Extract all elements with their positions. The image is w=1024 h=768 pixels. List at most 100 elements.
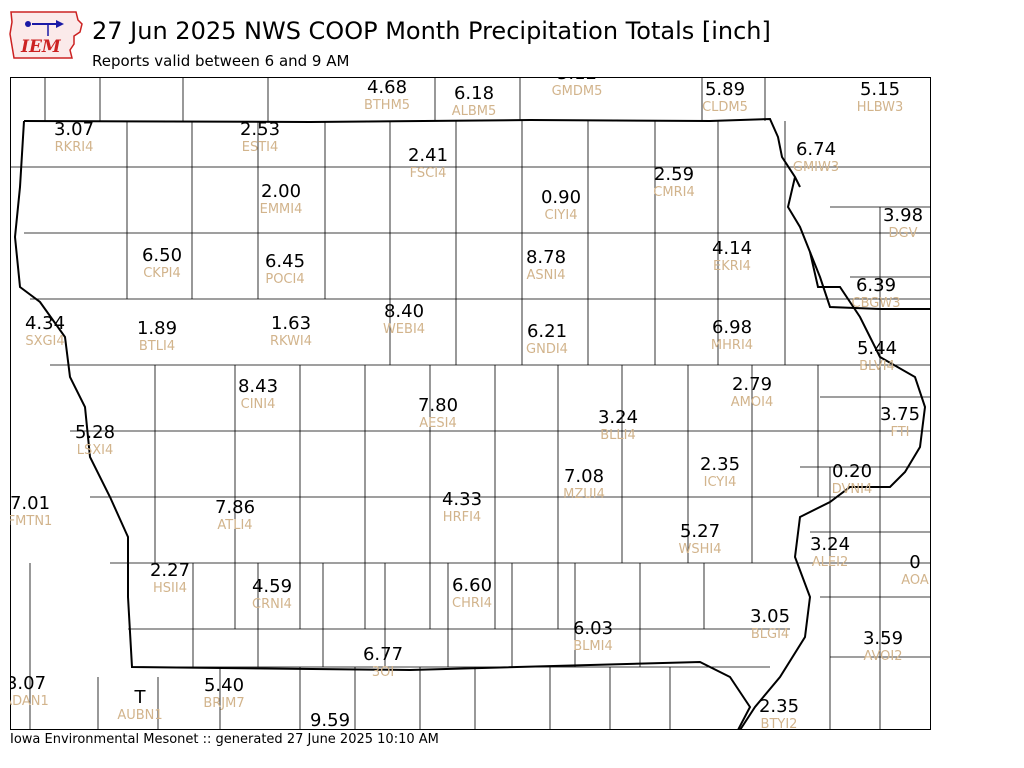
station-value: T: [134, 687, 147, 708]
station-id: AMOI4: [731, 395, 773, 410]
station-value: 1.63: [271, 313, 311, 334]
station-value: 4.33: [442, 489, 482, 510]
station-id: WSHI4: [679, 542, 722, 557]
station-id: ADAN1: [10, 694, 49, 709]
footer-note: Iowa Environmental Mesonet :: generated …: [10, 732, 439, 747]
station-value: 4.14: [712, 238, 752, 259]
station-id: EKRI4: [713, 259, 751, 274]
station-value: 5.89: [705, 79, 745, 100]
station-value: 6.50: [142, 245, 182, 266]
station-id: CINI4: [241, 397, 276, 412]
station-id: POCI4: [265, 272, 304, 287]
station-id: AUBN1: [117, 708, 162, 723]
station-id: ICYI4: [704, 475, 737, 490]
station-id: ASNI4: [527, 268, 566, 283]
station-id: CIYI4: [545, 208, 578, 223]
station-value: 2.00: [261, 181, 301, 202]
station-id: LSXI4: [77, 443, 114, 458]
station-value: 2.35: [700, 454, 740, 475]
station-id: BLLI4: [600, 428, 636, 443]
station-value: 2.41: [408, 145, 448, 166]
station-value: 6.21: [527, 321, 567, 342]
station-value: 0.90: [541, 187, 581, 208]
station-value: 6.77: [363, 644, 403, 665]
station-id: BTYI2: [761, 717, 798, 730]
station-value: 3.59: [863, 628, 903, 649]
station-id: FTI: [890, 425, 909, 440]
station-id: ATLI4: [217, 518, 252, 533]
station-id: BLGI4: [751, 627, 789, 642]
station-value: 6.39: [856, 275, 896, 296]
station-id: HRFI4: [443, 510, 481, 525]
station-id: AOA: [901, 573, 929, 588]
logo-text: IEM: [20, 37, 62, 57]
station-value: 1.89: [137, 318, 177, 339]
station-value: 7.86: [215, 497, 255, 518]
station-value: 0: [909, 552, 920, 573]
station-value: 8.40: [384, 301, 424, 322]
station-id: BTLI4: [139, 339, 175, 354]
station-id: ALEI2: [812, 555, 848, 570]
station-value: 4.68: [367, 77, 407, 98]
station-id: SXGI4: [25, 334, 64, 349]
station-value: 6.60: [452, 575, 492, 596]
station-value: 3.05: [750, 606, 790, 627]
station-id: CHRI4: [452, 596, 492, 611]
station-value: 2.53: [240, 119, 280, 140]
station-id: CBGW3: [852, 296, 901, 311]
station-value: 9.59: [310, 710, 350, 730]
station-id: 3OI: [372, 665, 394, 680]
station-id: WEBI4: [383, 322, 425, 337]
station-id: GNDI4: [526, 342, 568, 357]
station-value: 2.27: [150, 560, 190, 581]
station-value: 8.43: [238, 376, 278, 397]
station-value: 6.45: [265, 251, 305, 272]
station-id: CMRI4: [653, 185, 694, 200]
station-value: 5.15: [860, 79, 900, 100]
station-id: ESTI4: [242, 140, 279, 155]
station-id: FMTN1: [10, 514, 52, 529]
station-value: 3.24: [810, 534, 850, 555]
station-value: 3.24: [598, 407, 638, 428]
station-id: CKPI4: [143, 266, 181, 281]
station-value: 2.79: [732, 374, 772, 395]
station-id: DGV: [889, 226, 918, 241]
station-value: 3.75: [880, 404, 920, 425]
station-id: HSII4: [153, 581, 187, 596]
station-value: 6.18: [454, 83, 494, 104]
station-value: 5.40: [204, 675, 244, 696]
station-value: 7.08: [564, 466, 604, 487]
station-value: 5.27: [680, 521, 720, 542]
station-value: 7.80: [418, 395, 458, 416]
station-id: BLMI4: [573, 639, 612, 654]
station-id: FSCI4: [410, 166, 447, 181]
station-id: AESI4: [419, 416, 456, 431]
station-id: DVNI4: [832, 482, 873, 497]
station-id: BLVI4: [859, 359, 895, 374]
county-borders: [10, 77, 930, 730]
iem-logo: IEM: [8, 6, 85, 62]
station-value: 7.01: [10, 493, 50, 514]
station-value: 6.98: [712, 317, 752, 338]
station-value: 3.07: [54, 119, 94, 140]
station-value: 3.98: [883, 205, 923, 226]
station-id: GMDM5: [552, 84, 603, 99]
station-id: HLBW3: [857, 100, 904, 115]
station-id: ALBM5: [452, 104, 497, 119]
station-value: 2.35: [759, 696, 799, 717]
station-id: RKRI4: [55, 140, 94, 155]
station-id: RKWI4: [270, 334, 312, 349]
map-subtitle: Reports valid between 6 and 9 AM: [92, 52, 350, 70]
station-value: 5.12: [557, 77, 597, 84]
station-id: AVOI2: [863, 649, 902, 664]
station-id: MHRI4: [711, 338, 753, 353]
station-id: CLDM5: [702, 100, 748, 115]
station-id: EMMI4: [260, 202, 303, 217]
map-title: 27 Jun 2025 NWS COOP Month Precipitation…: [92, 17, 771, 45]
station-id: CRNI4: [252, 597, 292, 612]
station-value: 5.28: [75, 422, 115, 443]
station-id: GMIW3: [793, 160, 839, 175]
station-value: 8.78: [526, 247, 566, 268]
